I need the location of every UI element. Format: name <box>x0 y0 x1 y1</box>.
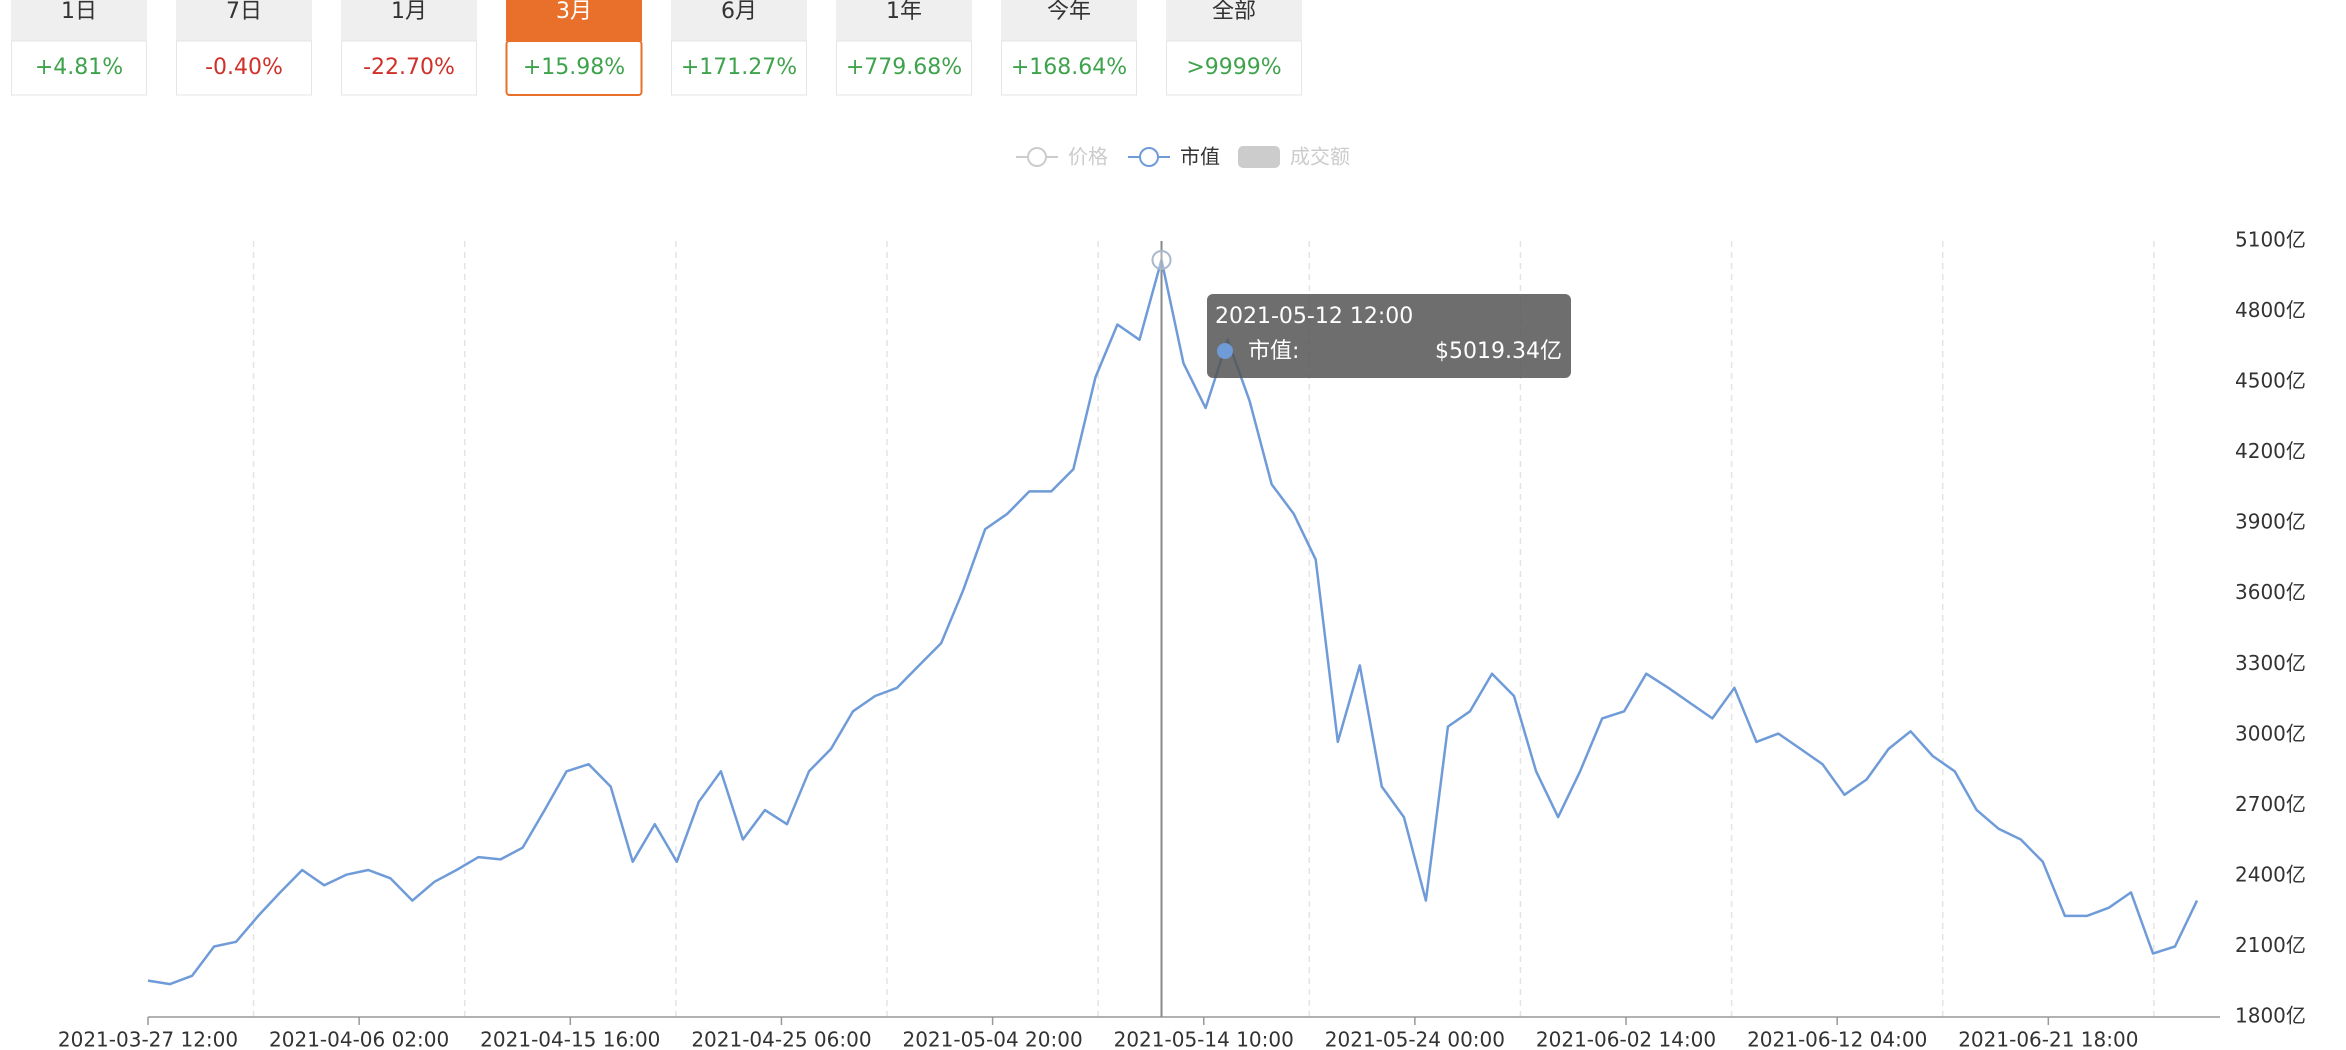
tab[interactable]: 7日 -0.40% <box>176 0 312 96</box>
legend-label: 市值 <box>1180 145 1220 169</box>
tooltip-value: $5019.34亿 <box>1435 339 1562 364</box>
tab-header <box>11 0 147 41</box>
legend-label: 成交额 <box>1290 145 1350 169</box>
tab-body <box>1001 40 1137 96</box>
y-tick-label: 3600亿 <box>2235 580 2306 604</box>
tab-label: 全部 <box>1212 0 1256 24</box>
tab-header <box>176 0 312 41</box>
x-tick-label: 2021-06-21 18:00 <box>1958 1028 2138 1050</box>
tooltip-label: 市值: <box>1248 339 1299 364</box>
tab-label: 1月 <box>391 0 427 24</box>
tab[interactable]: 3月 +15.98% <box>505 0 643 96</box>
tab-change: +168.64% <box>1011 55 1127 80</box>
tab-header <box>506 0 642 41</box>
tab-header <box>341 0 477 41</box>
series-line <box>147 258 2199 986</box>
tab[interactable]: 1月 -22.70% <box>341 0 477 96</box>
tab-label: 1日 <box>61 0 97 24</box>
x-tick-label: 2021-03-27 12:00 <box>58 1028 238 1050</box>
tab-body <box>1166 40 1302 96</box>
tab-body <box>505 40 643 96</box>
hover-point <box>1151 249 1172 270</box>
tab-change: -22.70% <box>363 55 455 80</box>
tab[interactable]: 全部 >9999% <box>1166 0 1302 96</box>
legend-icon <box>1238 146 1280 168</box>
tab-body <box>836 40 972 96</box>
x-tick-label: 2021-05-24 00:00 <box>1325 1028 1505 1050</box>
x-tick-label: 2021-05-14 10:00 <box>1114 1028 1294 1050</box>
tab-body <box>176 40 312 96</box>
tab-header <box>836 0 972 41</box>
y-tick-label: 4800亿 <box>2235 298 2306 322</box>
y-tick-label: 2400亿 <box>2235 862 2306 886</box>
x-tick-label: 2021-06-02 14:00 <box>1536 1028 1716 1050</box>
x-tick-label: 2021-06-12 04:00 <box>1747 1028 1927 1050</box>
y-tick-label: 4500亿 <box>2235 369 2306 393</box>
tab-label: 7日 <box>226 0 262 24</box>
legend-label: 价格 <box>1068 145 1108 169</box>
y-tick-label: 3300亿 <box>2235 651 2306 675</box>
y-tick-label: 5100亿 <box>2235 228 2306 252</box>
tab-body <box>11 40 147 96</box>
tab-body <box>341 40 477 96</box>
tab-header <box>1166 0 1302 41</box>
x-tick-label: 2021-04-25 06:00 <box>691 1028 871 1050</box>
y-tick-label: 3900亿 <box>2235 510 2306 534</box>
tab[interactable]: 今年 +168.64% <box>1001 0 1137 96</box>
tooltip: 2021-05-12 12:00 市值: $5019.34亿 <box>1207 294 1571 378</box>
tab-change: +4.81% <box>35 55 123 80</box>
tooltip-dot <box>1217 343 1233 359</box>
tab-header <box>1001 0 1137 41</box>
tab-change: >9999% <box>1186 55 1281 80</box>
tab-label: 6月 <box>721 0 757 24</box>
legend-item[interactable]: 价格 <box>1016 145 1108 169</box>
tab-label: 今年 <box>1047 0 1091 24</box>
tab-change: +171.27% <box>681 55 797 80</box>
legend-item[interactable]: 成交额 <box>1238 145 1350 169</box>
tab-change: -0.40% <box>205 55 283 80</box>
legend-icon <box>1027 147 1047 167</box>
y-tick-label: 2700亿 <box>2235 792 2306 816</box>
tooltip-box <box>1207 294 1571 378</box>
tab-header <box>671 0 807 41</box>
y-tick-label: 4200亿 <box>2235 439 2306 463</box>
tab-change: +15.98% <box>523 55 625 80</box>
tab[interactable]: 1年 +779.68% <box>836 0 972 96</box>
y-tick-label: 2100亿 <box>2235 933 2306 957</box>
x-tick-label: 2021-04-06 02:00 <box>269 1028 449 1050</box>
x-tick-label: 2021-04-15 16:00 <box>480 1028 660 1050</box>
x-tick-label: 2021-05-04 20:00 <box>902 1028 1082 1050</box>
y-tick-label: 1800亿 <box>2235 1004 2306 1028</box>
tooltip-title: 2021-05-12 12:00 <box>1215 304 1413 329</box>
tab-body <box>671 40 807 96</box>
tab[interactable]: 1日 +4.81% <box>11 0 147 96</box>
legend-icon <box>1139 147 1159 167</box>
tab-label: 1年 <box>886 0 922 24</box>
legend-item[interactable]: 市值 <box>1128 145 1220 169</box>
tab-label: 3月 <box>556 0 592 24</box>
y-tick-label: 3000亿 <box>2235 721 2306 745</box>
tab-change: +779.68% <box>846 55 962 80</box>
tab[interactable]: 6月 +171.27% <box>671 0 807 96</box>
